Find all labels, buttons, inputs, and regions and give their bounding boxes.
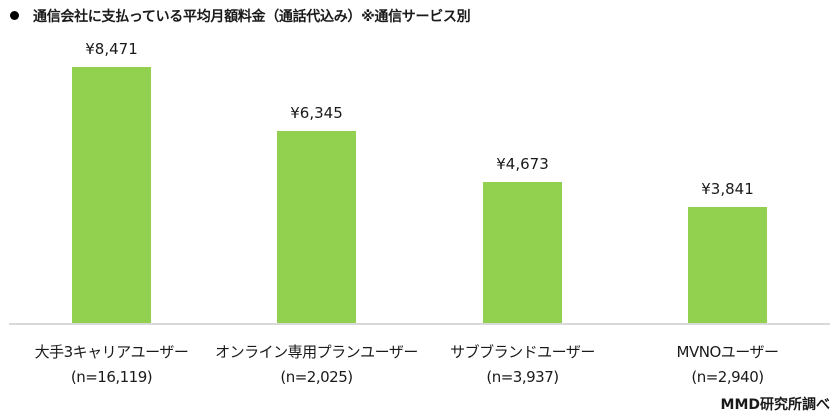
bar-2	[277, 131, 356, 323]
bar-3	[483, 182, 562, 323]
sample-size: (n=3,937)	[486, 368, 559, 386]
category-name: MVNOユーザー	[676, 343, 779, 361]
value-label: ¥4,673	[496, 155, 549, 173]
category-name: オンライン専用プランユーザー	[215, 343, 418, 361]
bullet-icon	[10, 11, 19, 20]
category-label: MVNOユーザー (n=2,940)	[618, 340, 838, 390]
value-label: ¥3,841	[701, 180, 754, 198]
sample-size: (n=2,025)	[280, 368, 353, 386]
chart-title-text: 通信会社に支払っている平均月額料金（通話代込み）※通信サービス別	[33, 9, 471, 25]
sample-size: (n=2,940)	[691, 368, 764, 386]
source-credit: MMD研究所調べ	[720, 397, 830, 413]
category-name: 大手3キャリアユーザー	[34, 343, 189, 361]
bar-4	[688, 207, 767, 323]
value-label: ¥6,345	[290, 104, 343, 122]
category-label: サブブランドユーザー (n=3,937)	[413, 340, 633, 390]
sample-size: (n=16,119)	[70, 368, 153, 386]
value-label: ¥8,471	[85, 40, 138, 58]
category-name: サブブランドユーザー	[450, 343, 595, 361]
category-label: 大手3キャリアユーザー (n=16,119)	[2, 340, 222, 390]
category-label: オンライン専用プランユーザー (n=2,025)	[207, 340, 427, 390]
chart-title: 通信会社に支払っている平均月額料金（通話代込み）※通信サービス別	[10, 6, 471, 26]
x-axis-line	[9, 323, 830, 325]
bar-1	[72, 67, 151, 323]
